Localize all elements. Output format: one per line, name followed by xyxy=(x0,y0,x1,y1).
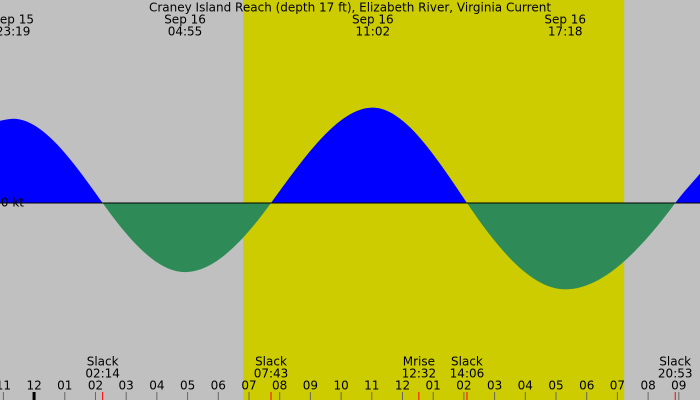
x-tick-label: 08 xyxy=(640,379,655,393)
x-tick-label: 05 xyxy=(180,379,195,393)
x-tick-label: 11 xyxy=(0,379,11,393)
event-label: Slack xyxy=(659,355,691,369)
event-date: Sep 16 xyxy=(352,13,394,27)
event-time: 17:18 xyxy=(548,25,583,39)
x-tick-label: 02 xyxy=(456,379,471,393)
event-time: 14:06 xyxy=(450,367,485,381)
event-time: 04:55 xyxy=(168,25,203,39)
chart-title: Craney Island Reach (depth 17 ft), Eliza… xyxy=(149,1,551,15)
event-label: Mrise xyxy=(403,355,435,369)
x-tick-label: 03 xyxy=(487,379,502,393)
x-tick-label: 12 xyxy=(395,379,410,393)
x-tick-label: 06 xyxy=(579,379,594,393)
x-tick-label: 05 xyxy=(548,379,563,393)
x-tick-label: 11 xyxy=(364,379,379,393)
event-time: 20:53 xyxy=(658,367,693,381)
event-date: Sep 16 xyxy=(164,13,206,27)
flood-area xyxy=(0,107,700,204)
x-tick-label: 02 xyxy=(88,379,103,393)
x-tick-label: 04 xyxy=(518,379,533,393)
event-date: Sep 16 xyxy=(544,13,586,27)
x-tick-label: 06 xyxy=(211,379,226,393)
y-tick-label: 0 kt xyxy=(1,196,24,210)
event-time: 07:43 xyxy=(254,367,289,381)
x-tick-label: 09 xyxy=(303,379,318,393)
x-tick-label: 01 xyxy=(426,379,441,393)
x-tick-label: 12 xyxy=(26,379,41,393)
event-time: 02:14 xyxy=(85,367,120,381)
x-tick-label: 07 xyxy=(241,379,256,393)
event-label: Slack xyxy=(255,355,287,369)
x-tick-label: 04 xyxy=(149,379,164,393)
event-time: 12:32 xyxy=(402,367,437,381)
x-tick-label: 10 xyxy=(333,379,348,393)
event-date: Sep 15 xyxy=(0,13,34,27)
x-tick-label: 01 xyxy=(57,379,72,393)
x-tick-label: 07 xyxy=(610,379,625,393)
event-time: 11:02 xyxy=(356,25,391,39)
x-tick-label: 08 xyxy=(272,379,287,393)
x-tick-label: 03 xyxy=(119,379,134,393)
ebb-area xyxy=(0,203,700,290)
x-tick-label: 09 xyxy=(671,379,686,393)
event-label: Slack xyxy=(87,355,119,369)
event-label: Slack xyxy=(451,355,483,369)
event-time: 23:19 xyxy=(0,25,30,39)
